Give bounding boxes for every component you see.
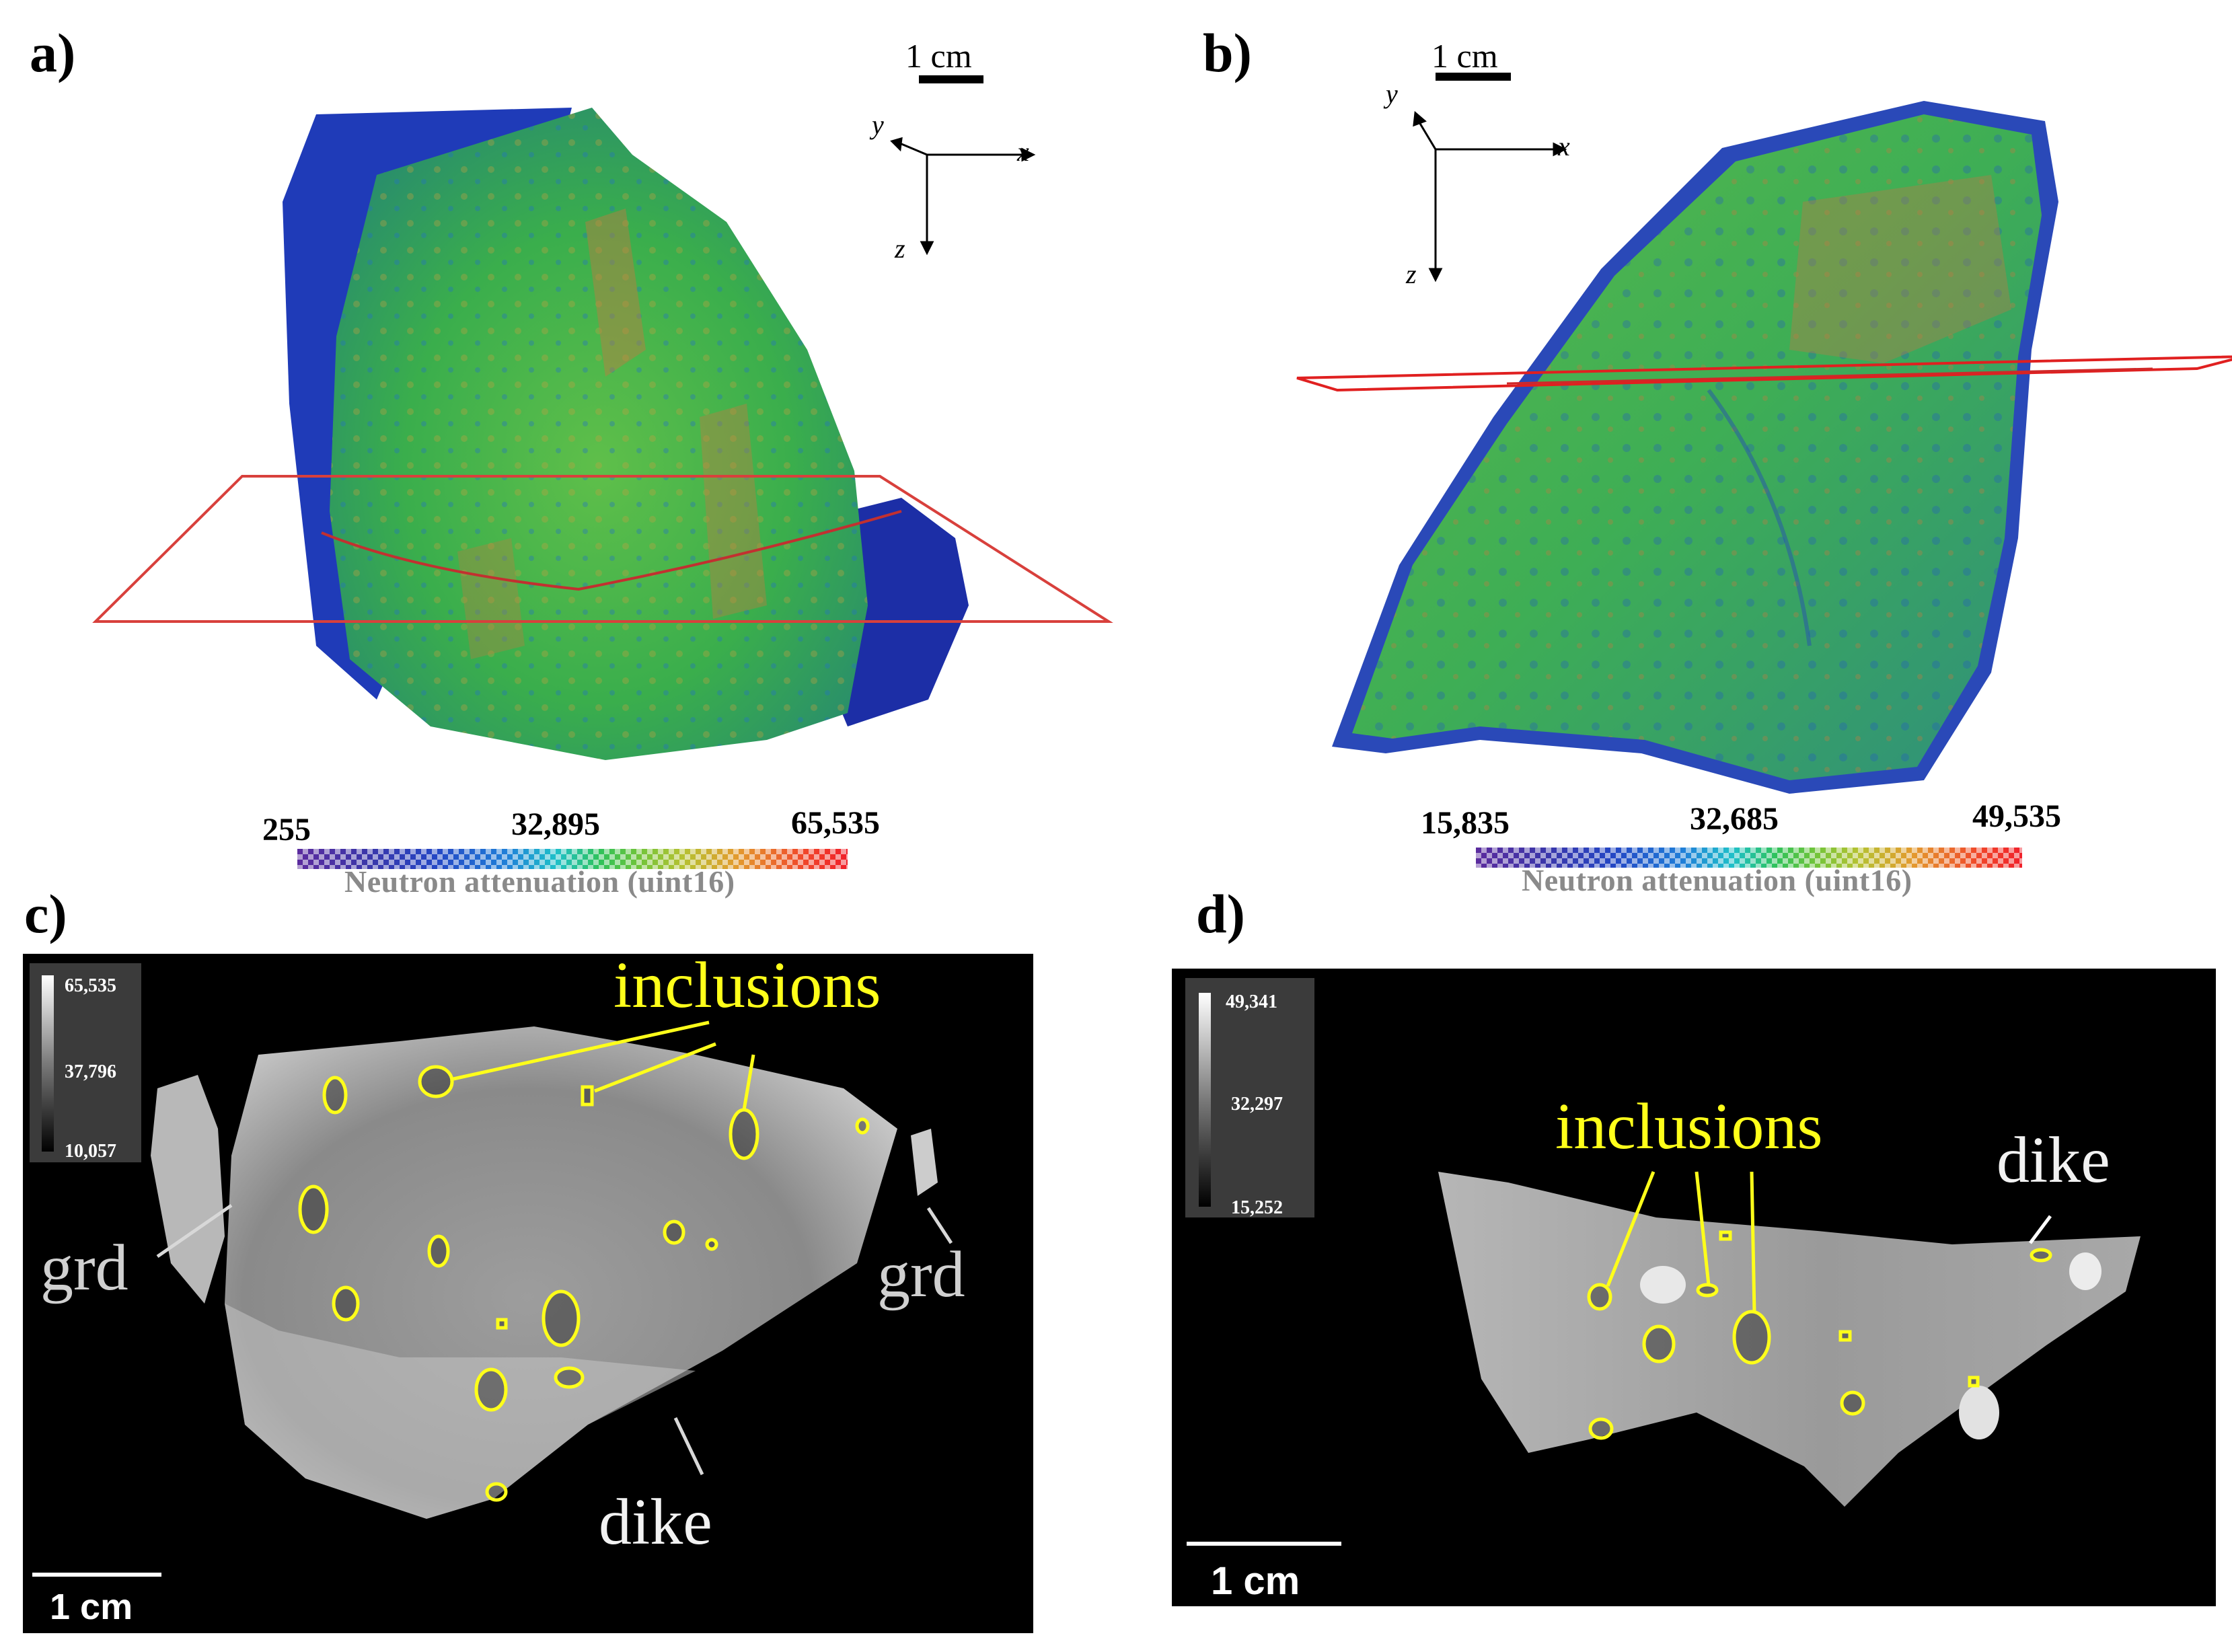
panel-c-legend-max: 65,535 — [65, 975, 116, 996]
panel-a-volume-render — [92, 108, 1113, 760]
panel-c-inclusion-outlines — [298, 1065, 870, 1502]
panel-b-colorbar-checker — [1476, 848, 2022, 868]
panel-d-inclusions-label: inclusions — [1555, 1090, 1823, 1163]
panel-c-legend-min: 10,057 — [65, 1141, 116, 1162]
panel-a-axis-triad — [890, 137, 1036, 256]
panel-a-colorbar-checker — [297, 849, 848, 869]
panel-b-label: b) — [1203, 22, 1252, 83]
panel-a-axis-y: y — [872, 110, 884, 140]
panel-c-label: c) — [24, 883, 67, 944]
panel-d-legend-min: 15,252 — [1231, 1197, 1283, 1218]
panel-c-scale-bar — [32, 1573, 161, 1577]
panel-c-dike-label: dike — [599, 1486, 712, 1559]
panel-a-colorbar-min: 255 — [262, 812, 311, 848]
panel-d-dike-label: dike — [1997, 1124, 2110, 1197]
panel-d-legend-max: 49,341 — [1226, 991, 1277, 1012]
panel-d-slice-image — [1438, 1171, 2141, 1507]
panel-b-scale-bar — [1436, 73, 1511, 81]
panel-c-legend-mid: 37,796 — [65, 1061, 116, 1082]
panel-b-colorbar-mid: 32,685 — [1690, 801, 1779, 837]
panel-a-colorbar-title: Neutron attenuation (uint16) — [344, 864, 735, 899]
panel-c-grd-right-label: grd — [877, 1238, 965, 1311]
panel-c-grd-left-label: grd — [40, 1232, 128, 1304]
panel-a-axis-z: z — [895, 233, 905, 264]
panel-d-legend-mid: 32,297 — [1231, 1094, 1283, 1115]
panel-d-scale-bar — [1187, 1542, 1341, 1546]
panel-a-colorbar-mid: 32,895 — [511, 806, 600, 842]
panel-c-scale-label: 1 cm — [50, 1587, 133, 1627]
panel-d-scale-label: 1 cm — [1211, 1559, 1300, 1603]
panel-b-axis-y: y — [1386, 79, 1398, 109]
panel-b-axis-triad — [1413, 111, 1567, 283]
panel-a-colorbar-max: 65,535 — [791, 805, 880, 841]
panel-d-label: d) — [1196, 883, 1245, 944]
panel-c-gray-legend-bar — [42, 975, 54, 1152]
panel-b-colorbar-title: Neutron attenuation (uint16) — [1522, 863, 1912, 897]
panel-a-axis-x: x — [1017, 137, 1029, 167]
panel-b-axis-z: z — [1406, 259, 1417, 289]
panel-b-colorbar-min: 15,835 — [1421, 805, 1510, 841]
panel-a-scale-label: 1 cm — [905, 37, 972, 75]
panel-b-colorbar-max: 49,535 — [1972, 798, 2061, 834]
panel-a-label: a) — [30, 22, 76, 83]
panel-a-scale-bar — [919, 75, 983, 83]
panel-c-inclusions-label: inclusions — [613, 949, 881, 1022]
panel-b-scale-label: 1 cm — [1431, 37, 1498, 75]
panel-d-gray-legend-bar — [1199, 993, 1211, 1207]
panel-c-slice-image — [151, 1020, 953, 1519]
panel-b-axis-x: x — [1558, 131, 1570, 161]
panel-b-volume-render — [1296, 101, 2232, 794]
